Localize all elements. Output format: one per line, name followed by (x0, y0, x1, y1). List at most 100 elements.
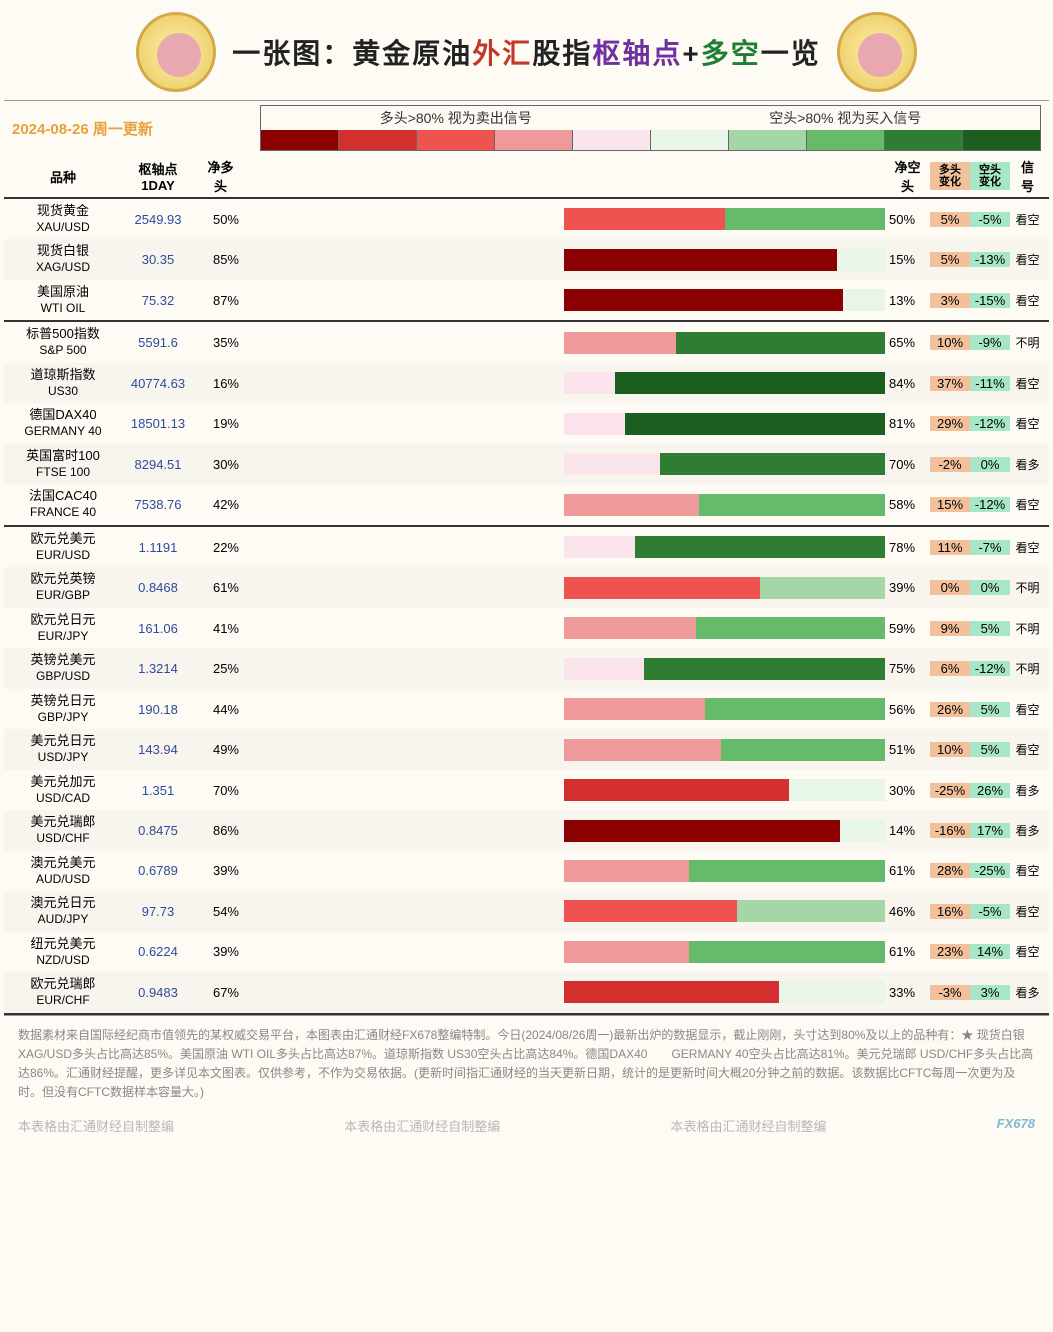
cell-short-change: 3% (970, 985, 1010, 1000)
cell-short-change: 0% (970, 457, 1010, 472)
cell-name: 美元兑加元USD/CAD (8, 774, 118, 806)
bar-long (564, 453, 660, 475)
bar-long (564, 941, 689, 963)
cell-long-change: 28% (930, 863, 970, 878)
cell-pivot: 0.6789 (118, 863, 198, 878)
cell-name: 德国DAX40GERMANY 40 (8, 407, 118, 439)
bar-short (660, 453, 885, 475)
cell-short-change: 5% (970, 621, 1010, 636)
bar-wrap (243, 981, 885, 1003)
cell-signal: 看空 (1010, 539, 1045, 556)
cell-long-change: 10% (930, 742, 970, 757)
data-row: 现货黄金XAU/USD2549.9350%50%5%-5%看空 (4, 199, 1049, 239)
cell-signal: 看空 (1010, 943, 1045, 960)
legend-swatch (728, 130, 806, 150)
data-row: 澳元兑美元AUD/USD0.678939%61%28%-25%看空 (4, 851, 1049, 891)
cell-name: 英国富时100FTSE 100 (8, 448, 118, 480)
cell-short-change: 5% (970, 702, 1010, 717)
cell-long-change: 5% (930, 252, 970, 267)
cell-net-long: 49% (198, 742, 243, 757)
cell-pivot: 1.3214 (118, 661, 198, 676)
cell-net-long: 86% (198, 823, 243, 838)
col-pivot: 枢轴点 1DAY (118, 159, 198, 193)
cell-name: 欧元兑美元EUR/USD (8, 531, 118, 563)
bar-wrap (243, 739, 885, 761)
cell-short-change: 26% (970, 783, 1010, 798)
chart-container: 一张图：黄金原油外汇股指枢轴点+多空一览 2024-08-26 周一更新 多头>… (0, 0, 1053, 1143)
cell-long-change: 9% (930, 621, 970, 636)
bar-long (564, 332, 676, 354)
data-row: 欧元兑瑞郎EUR/CHF0.948367%33%-3%3%看多 (4, 972, 1049, 1012)
cell-short-change: -7% (970, 540, 1010, 555)
bar-long (564, 208, 725, 230)
cell-long-change: 6% (930, 661, 970, 676)
bar-wrap (243, 577, 885, 599)
section: 现货黄金XAU/USD2549.9350%50%5%-5%看空现货白银XAG/U… (4, 199, 1049, 322)
data-row: 英镑兑日元GBP/JPY190.1844%56%26%5%看空 (4, 689, 1049, 729)
cell-net-short: 30% (885, 783, 930, 798)
title-p1: 一张图： (232, 38, 352, 69)
cell-pivot: 143.94 (118, 742, 198, 757)
col-netshort: 净空 头 (885, 157, 930, 195)
title-p7: 多空 (701, 38, 761, 69)
data-row: 美元兑日元USD/JPY143.9449%51%10%5%看空 (4, 729, 1049, 769)
col-shortchg: 空头 变化 (970, 162, 1010, 190)
bar-long (564, 617, 696, 639)
data-row: 标普500指数S&P 5005591.635%65%10%-9%不明 (4, 322, 1049, 362)
cell-pivot: 18501.13 (118, 416, 198, 431)
bar-long (564, 981, 779, 1003)
cell-signal: 不明 (1010, 620, 1045, 637)
legend-swatch (650, 130, 728, 150)
cell-net-long: 44% (198, 702, 243, 717)
cell-short-change: -25% (970, 863, 1010, 878)
cell-signal: 看空 (1010, 375, 1045, 392)
bar-short (689, 941, 885, 963)
data-row: 英国富时100FTSE 1008294.5130%70%-2%0%看多 (4, 444, 1049, 484)
legend-swatches (261, 130, 1040, 150)
cell-signal: 看多 (1010, 456, 1045, 473)
watermark-row: 本表格由汇通财经自制整编 本表格由汇通财经自制整编 本表格由汇通财经自制整编 F… (4, 1112, 1049, 1139)
cell-name: 欧元兑瑞郎EUR/CHF (8, 976, 118, 1008)
title-p2: 黄金原油 (352, 38, 472, 69)
data-row: 澳元兑日元AUD/JPY97.7354%46%16%-5%看空 (4, 891, 1049, 931)
bar-long (564, 698, 705, 720)
bar-short (789, 779, 885, 801)
cell-name: 英镑兑日元GBP/JPY (8, 693, 118, 725)
cell-name: 美元兑瑞郎USD/CHF (8, 814, 118, 846)
col-netlong: 净多 头 (198, 157, 243, 195)
cell-pivot: 7538.76 (118, 497, 198, 512)
bar-wrap (243, 494, 885, 516)
bar-short (760, 577, 885, 599)
cell-name: 美元兑日元USD/JPY (8, 733, 118, 765)
cell-name: 标普500指数S&P 500 (8, 326, 118, 358)
cell-net-short: 61% (885, 944, 930, 959)
cell-signal: 看多 (1010, 782, 1045, 799)
bar-wrap (243, 249, 885, 271)
cell-name: 道琼斯指数US30 (8, 367, 118, 399)
bar-long (564, 820, 840, 842)
cell-pivot: 1.1191 (118, 540, 198, 555)
cell-net-long: 39% (198, 863, 243, 878)
cell-net-short: 58% (885, 497, 930, 512)
cell-net-short: 13% (885, 293, 930, 308)
bar-short (615, 372, 885, 394)
bar-wrap (243, 332, 885, 354)
cell-name: 现货黄金XAU/USD (8, 203, 118, 235)
cell-pivot: 8294.51 (118, 457, 198, 472)
bar-long (564, 413, 625, 435)
date-text: 2024-08-26 周一更新 (12, 118, 252, 139)
legend-swatch (806, 130, 884, 150)
data-row: 现货白银XAG/USD30.3585%15%5%-13%看空 (4, 239, 1049, 279)
cell-short-change: -5% (970, 904, 1010, 919)
cell-pivot: 0.8468 (118, 580, 198, 595)
watermark-3: 本表格由汇通财经自制整编 (670, 1116, 826, 1135)
cell-signal: 不明 (1010, 660, 1045, 677)
cell-name: 纽元兑美元NZD/USD (8, 936, 118, 968)
bar-short (843, 289, 885, 311)
cell-long-change: 5% (930, 212, 970, 227)
legend-swatch (572, 130, 650, 150)
title-p8: 一览 (761, 38, 821, 69)
cell-net-long: 67% (198, 985, 243, 1000)
cell-long-change: 11% (930, 540, 970, 555)
data-row: 英镑兑美元GBP/USD1.321425%75%6%-12%不明 (4, 648, 1049, 688)
